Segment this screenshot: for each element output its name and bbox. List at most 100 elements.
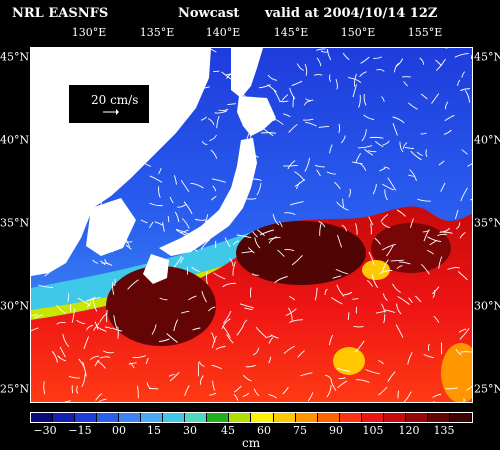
current-vector	[335, 268, 349, 275]
current-vector	[169, 196, 174, 204]
current-vector	[287, 160, 296, 170]
current-vector	[99, 312, 108, 323]
current-vector	[33, 314, 44, 319]
current-vector	[200, 86, 210, 89]
current-vector	[124, 236, 131, 248]
color-swatch	[141, 413, 164, 422]
current-vector	[253, 388, 260, 397]
color-swatch	[273, 413, 296, 422]
current-vector	[305, 98, 314, 101]
current-vector	[283, 164, 298, 167]
current-vector	[370, 223, 372, 235]
current-vector	[87, 301, 92, 308]
current-vector	[377, 360, 384, 365]
current-vector	[259, 229, 274, 236]
scale-tick: 00	[112, 424, 126, 437]
current-vector	[318, 221, 326, 228]
current-vector	[246, 129, 253, 141]
current-vector	[184, 385, 190, 397]
current-vector	[464, 90, 471, 103]
current-vector	[268, 393, 277, 399]
current-vector	[249, 287, 252, 298]
current-vector	[392, 123, 398, 136]
current-vector	[300, 372, 313, 377]
color-swatch	[163, 413, 186, 422]
current-vector	[248, 129, 259, 132]
current-vector	[268, 337, 274, 344]
current-vector	[392, 283, 401, 293]
current-vector	[113, 315, 118, 329]
current-vector	[247, 152, 259, 158]
current-vector	[427, 343, 430, 351]
current-vector	[56, 322, 66, 325]
current-vector	[127, 279, 139, 290]
current-vector	[393, 62, 400, 73]
current-vector	[261, 127, 274, 137]
current-vector	[265, 335, 272, 339]
current-vector	[374, 237, 381, 245]
current-vector	[85, 296, 96, 302]
current-vector	[347, 312, 350, 321]
current-vector	[438, 160, 445, 166]
current-vector	[245, 364, 256, 368]
current-vector	[381, 222, 391, 229]
current-vector	[89, 355, 99, 361]
hokkaido-landmass	[237, 96, 276, 136]
current-vector	[104, 326, 112, 330]
current-vector	[180, 179, 190, 192]
current-vector	[337, 367, 351, 372]
current-vector	[326, 48, 332, 61]
current-vector	[382, 140, 390, 146]
current-vector	[268, 236, 277, 244]
current-vector	[396, 265, 403, 270]
current-vector	[134, 159, 140, 166]
current-vector	[420, 263, 430, 275]
color-swatch	[449, 413, 472, 422]
current-vector	[277, 249, 285, 257]
cold-core-eddy	[362, 260, 390, 280]
lon-label: 150°E	[340, 26, 376, 39]
lon-label: 155°E	[407, 26, 443, 39]
color-swatch	[427, 413, 450, 422]
color-swatch	[207, 413, 230, 422]
lat-label: 40°N	[474, 133, 500, 147]
current-vector	[62, 334, 70, 348]
current-vector	[236, 325, 244, 336]
current-vector	[212, 185, 217, 192]
current-vector	[241, 66, 252, 69]
current-vector	[397, 390, 400, 399]
latitude-labels-left: 45°N 40°N 35°N 30°N 25°N	[0, 0, 30, 450]
current-vector	[274, 276, 288, 283]
warm-water-patch	[441, 343, 472, 402]
current-vector	[332, 275, 342, 279]
current-vector	[187, 295, 197, 301]
current-vector	[292, 95, 295, 108]
scale-tick: 75	[293, 424, 307, 437]
current-vector	[460, 88, 471, 92]
current-vector	[305, 121, 317, 127]
current-vector	[399, 141, 404, 153]
current-vector	[209, 392, 217, 396]
current-vector	[284, 212, 296, 216]
current-vector	[244, 307, 253, 311]
current-vector	[227, 103, 237, 106]
current-vector	[232, 177, 240, 182]
current-vector	[231, 193, 235, 203]
current-vector	[222, 325, 231, 339]
current-vector	[367, 150, 377, 153]
current-vector	[294, 171, 305, 182]
current-vector	[410, 150, 422, 161]
current-vector	[38, 284, 54, 289]
current-vector	[371, 274, 379, 288]
current-vector	[409, 218, 414, 228]
current-vector	[218, 108, 229, 112]
current-vector	[258, 84, 271, 89]
current-vector	[381, 303, 386, 313]
current-vector	[420, 93, 428, 100]
current-vector	[77, 297, 91, 307]
current-vector	[329, 74, 332, 83]
current-vector	[291, 80, 303, 87]
color-swatch	[229, 413, 252, 422]
current-vector	[99, 356, 111, 359]
current-vector	[242, 392, 250, 398]
